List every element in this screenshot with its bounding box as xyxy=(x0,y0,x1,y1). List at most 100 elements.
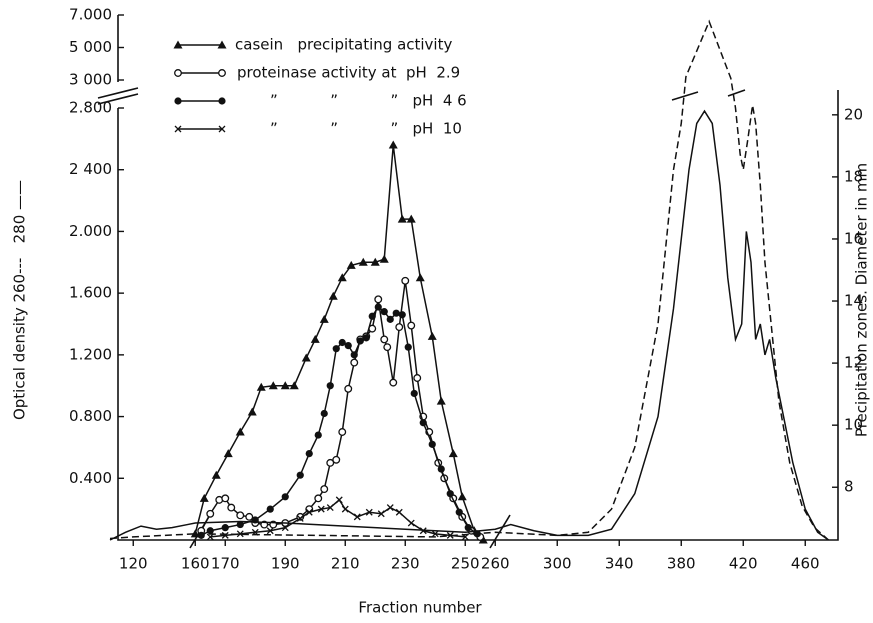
series-line xyxy=(109,19,829,541)
data-point xyxy=(236,511,245,520)
data-point xyxy=(380,335,389,344)
data-point xyxy=(350,351,358,359)
data-point xyxy=(353,513,361,521)
x-tick-label: 230 xyxy=(391,555,420,573)
legend-label: proteinase activity at pH 2.9 xyxy=(237,64,460,82)
data-point xyxy=(344,342,352,350)
y-tick-label: 0.800 xyxy=(69,407,112,425)
x-tick-label: 170 xyxy=(211,555,240,573)
data-point xyxy=(296,471,304,479)
x-tick-label: 460 xyxy=(791,555,820,573)
data-point xyxy=(386,504,394,512)
data-point xyxy=(383,343,392,352)
data-point xyxy=(374,303,382,311)
data-point xyxy=(464,524,472,532)
data-point xyxy=(235,427,245,436)
data-point xyxy=(245,512,254,521)
data-point xyxy=(365,508,373,516)
data-point xyxy=(415,273,425,282)
x-tick-label: 160 xyxy=(181,555,210,573)
data-point xyxy=(335,496,343,504)
data-point xyxy=(326,382,334,390)
data-point xyxy=(310,334,320,343)
x-tick-label: 300 xyxy=(543,555,572,573)
data-point xyxy=(227,503,236,512)
axis-break xyxy=(97,87,139,105)
legend-marker xyxy=(174,125,182,133)
series-line xyxy=(210,498,466,538)
legend-marker xyxy=(174,97,182,105)
curve-break xyxy=(671,89,746,101)
data-point xyxy=(427,331,437,340)
data-point xyxy=(413,374,422,382)
legend-marker xyxy=(218,69,226,77)
legend-marker xyxy=(174,69,182,77)
data-point xyxy=(407,321,416,330)
data-point xyxy=(380,308,388,316)
x-tick-label: 380 xyxy=(667,555,696,573)
data-point xyxy=(266,505,274,513)
x-tick-label: 120 xyxy=(119,555,148,573)
y-tick-label: 1.200 xyxy=(69,345,112,363)
y2-axis-label: Precipitation zones. Diameter in mm xyxy=(853,163,871,437)
data-point xyxy=(206,509,215,518)
data-point xyxy=(305,450,313,458)
x-tick-label: 210 xyxy=(331,555,360,573)
data-point xyxy=(221,531,229,539)
y-tick-label: 2.000 xyxy=(69,222,112,240)
data-point xyxy=(374,295,383,304)
axes xyxy=(117,90,839,541)
data-point xyxy=(190,529,200,538)
data-point xyxy=(338,428,347,436)
data-point xyxy=(428,440,436,448)
data-point xyxy=(370,257,380,266)
data-point xyxy=(346,260,356,269)
data-point xyxy=(436,396,446,405)
data-point xyxy=(344,384,353,393)
data-point xyxy=(314,494,323,503)
data-point xyxy=(404,343,412,351)
data-point xyxy=(368,312,376,320)
data-point xyxy=(392,309,400,317)
y2-tick-label: 14 xyxy=(844,292,863,310)
y-tick-label: 3 000 xyxy=(69,71,112,89)
data-point xyxy=(206,527,214,535)
y2-tick-label: 10 xyxy=(844,416,863,434)
y2-tick-label: 20 xyxy=(844,105,863,123)
data-point xyxy=(401,276,410,285)
x-tick-label: 260 xyxy=(481,555,510,573)
data-point xyxy=(356,337,364,345)
data-point xyxy=(386,315,394,323)
data-point xyxy=(319,314,329,323)
data-point xyxy=(236,530,244,538)
data-point xyxy=(247,407,257,416)
data-point xyxy=(281,524,289,532)
y-tick-label: 0.400 xyxy=(69,469,112,487)
data-point xyxy=(407,519,415,527)
y-tick-label: 2.800 xyxy=(69,99,112,117)
data-point xyxy=(266,527,274,535)
legend-label: casein precipitating activity xyxy=(235,36,452,54)
data-point xyxy=(206,533,214,541)
legend-label: ” ” ” pH 4 6 xyxy=(270,92,467,110)
data-point xyxy=(211,470,221,479)
data-point xyxy=(221,494,230,503)
data-point xyxy=(320,409,328,418)
data-point xyxy=(338,338,346,347)
data-point xyxy=(197,531,205,539)
data-point xyxy=(398,311,406,319)
data-point xyxy=(410,389,418,398)
data-point xyxy=(457,492,467,501)
data-point xyxy=(320,485,329,494)
x-tick-label: 420 xyxy=(729,555,758,573)
data-point xyxy=(199,493,209,502)
x-axis-label: Fraction number xyxy=(358,599,482,617)
y-tick-label: 1.600 xyxy=(69,284,112,302)
y2-tick-label: 16 xyxy=(844,229,863,247)
data-point xyxy=(362,334,370,342)
data-point xyxy=(305,508,313,516)
legend-marker xyxy=(173,40,183,49)
y-tick-label: 7.000 xyxy=(69,6,112,24)
data-point xyxy=(455,508,463,516)
